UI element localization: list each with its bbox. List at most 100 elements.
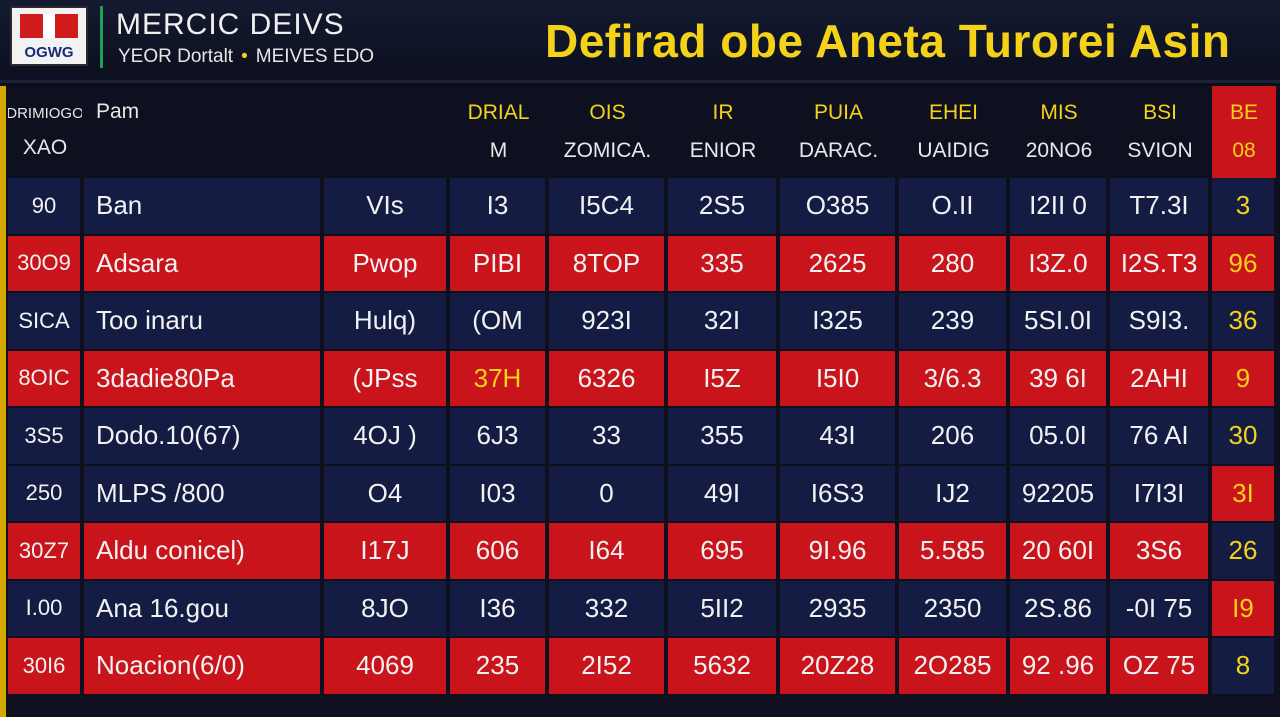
- table-cell: Aldu conicel): [84, 523, 320, 579]
- table-cell: 5SI.0I: [1010, 293, 1106, 349]
- table-cell: 206: [899, 408, 1006, 464]
- flag-icon: [20, 14, 78, 38]
- column-header: DRIMIOGO XAO: [8, 86, 82, 178]
- table-cell: 3S5: [8, 408, 80, 464]
- table-cell: 695: [668, 523, 776, 579]
- table-cell: Pwop: [324, 235, 446, 291]
- table-cell: I03: [450, 465, 545, 521]
- table-cell: 239: [899, 293, 1006, 349]
- column-header-bottom: SVION: [1127, 139, 1193, 162]
- table-row: 3S5 Dodo.10(67) 4OJ ) 6J3 33 355 43I 206 05.0I 76…: [4, 408, 1280, 464]
- column-header-top: MIS: [1040, 101, 1078, 124]
- table-cell: I7I3I: [1110, 465, 1208, 521]
- table-cell: I2S.T3: [1110, 235, 1208, 291]
- table-cell: 3I: [1212, 465, 1274, 521]
- table-cell: 923I: [549, 293, 664, 349]
- table-cell: 9: [1212, 350, 1274, 406]
- table-cell: 20Z28: [780, 638, 895, 694]
- table-cell: SICA: [8, 293, 80, 349]
- table-cell: 3dadie80Pa: [84, 350, 320, 406]
- column-header-top: OIS: [589, 101, 626, 124]
- column-header-bottom: 08: [1232, 139, 1256, 162]
- column-header-bottom: M: [489, 139, 508, 162]
- score-table: DRIMIOGO XAO Pam DRIAL M OIS ZOMICA. IR ENIOR PUI…: [4, 86, 1280, 717]
- table-cell: 92 .96: [1010, 638, 1106, 694]
- table-cell: 6J3: [450, 408, 545, 464]
- table-cell: 2350: [899, 580, 1006, 636]
- table-cell: 8: [1212, 638, 1274, 694]
- table-cell: 92205: [1010, 465, 1106, 521]
- table-cell: I.00: [8, 580, 80, 636]
- table-cell: 6326: [549, 350, 664, 406]
- table-cell: Noacion(6/0): [84, 638, 320, 694]
- table-row: SICA Too inaru Hulq) (OM 923I 32I I325 239 5SI.0…: [4, 293, 1280, 349]
- table-cell: O385: [780, 178, 895, 234]
- table-cell: 05.0I: [1010, 408, 1106, 464]
- table-cell: O.II: [899, 178, 1006, 234]
- brand-subtitle-right: MEIVES EDO: [255, 46, 374, 67]
- column-header-top: IR: [712, 101, 734, 124]
- table-cell: O4: [324, 465, 446, 521]
- table-cell: 335: [668, 235, 776, 291]
- column-header-top: DRIMIOGO: [8, 104, 82, 122]
- table-cell: I3Z.0: [1010, 235, 1106, 291]
- table-cell: 37H: [450, 350, 545, 406]
- column-header: IR ENIOR: [668, 86, 778, 178]
- table-cell: Adsara: [84, 235, 320, 291]
- column-header: Pam: [84, 86, 322, 178]
- table-cell: 49I: [668, 465, 776, 521]
- table-cell: 2O285: [899, 638, 1006, 694]
- column-header: OIS ZOMICA.: [549, 86, 666, 178]
- table-cell: 8JO: [324, 580, 446, 636]
- table-cell: 96: [1212, 235, 1274, 291]
- table-cell: 30O9: [8, 235, 80, 291]
- column-header-bottom: ENIOR: [689, 139, 757, 162]
- banner-divider: [100, 6, 103, 68]
- brand-subtitle: YEOR Dortalt • MEIVES EDO: [118, 46, 374, 68]
- column-header-bottom: XAO: [22, 135, 68, 159]
- table-cell: 30Z7: [8, 523, 80, 579]
- column-header-bottom: 20NO6: [1025, 139, 1093, 162]
- table-row: 8OIC 3dadie80Pa (JPss 37H 6326 I5Z I5I0 3/6.3 39…: [4, 350, 1280, 406]
- table-cell: 36: [1212, 293, 1274, 349]
- column-header-top: BSI: [1143, 101, 1177, 124]
- table-cell: 2I52: [549, 638, 664, 694]
- table-row: 90 Ban VIs I3 I5C4 2S5 O385 O.II I2II 0 T7.3I 3: [4, 178, 1280, 234]
- table-cell: 2S5: [668, 178, 776, 234]
- table-cell: I5C4: [549, 178, 664, 234]
- table-cell: 3/6.3: [899, 350, 1006, 406]
- table-cell: 9I.96: [780, 523, 895, 579]
- table-cell: (OM: [450, 293, 545, 349]
- table-cell: 76 AI: [1110, 408, 1208, 464]
- table-cell: I9: [1212, 580, 1274, 636]
- table-cell: PIBI: [450, 235, 545, 291]
- table-row: 30O9 Adsara Pwop PIBI 8TOP 335 2625 280 I3Z.0 I2S…: [4, 235, 1280, 291]
- table-cell: IJ2: [899, 465, 1006, 521]
- table-cell: 20 60I: [1010, 523, 1106, 579]
- table-cell: 4069: [324, 638, 446, 694]
- table-cell: 332: [549, 580, 664, 636]
- top-banner: OGWG MERCIC DEIVS YEOR Dortalt • MEIVES ED…: [0, 0, 1280, 83]
- table-cell: 43I: [780, 408, 895, 464]
- table-cell: 39 6I: [1010, 350, 1106, 406]
- bullet-icon: •: [241, 46, 248, 67]
- column-header-top: BE: [1229, 101, 1258, 124]
- accent-strip: [0, 86, 6, 717]
- table-cell: 3: [1212, 178, 1274, 234]
- table-cell: I17J: [324, 523, 446, 579]
- table-cell: I6S3: [780, 465, 895, 521]
- table-cell: MLPS /800: [84, 465, 320, 521]
- table-cell: I325: [780, 293, 895, 349]
- brand-title: MERCIC DEIVS: [116, 8, 345, 41]
- table-cell: 30I6: [8, 638, 80, 694]
- table-cell: I5Z: [668, 350, 776, 406]
- table-cell: 355: [668, 408, 776, 464]
- channel-logo: OGWG: [10, 6, 88, 66]
- table-cell: Dodo.10(67): [84, 408, 320, 464]
- column-header: EHEI UAIDIG: [899, 86, 1008, 178]
- column-header-top: EHEI: [928, 101, 978, 124]
- table-cell: 33: [549, 408, 664, 464]
- column-header-bottom: UAIDIG: [917, 139, 990, 162]
- brand-subtitle-left: YEOR Dortalt: [118, 46, 234, 67]
- table-cell: 250: [8, 465, 80, 521]
